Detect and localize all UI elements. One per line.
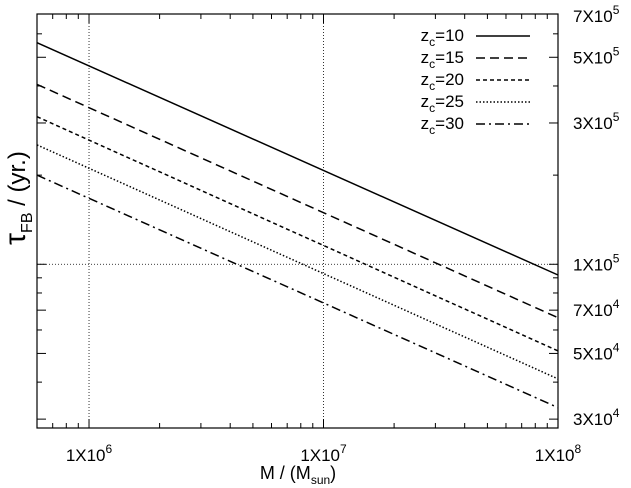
series-line-zc10	[36, 42, 559, 276]
y-tick-label: 5X105	[573, 44, 620, 67]
y-axis-title: τFB / (yr.)	[0, 151, 36, 245]
series-line-zc20	[36, 116, 559, 352]
y-tick-label: 3X104	[573, 406, 620, 429]
legend-label-zc20: zc=20	[421, 70, 464, 93]
series-line-zc25	[36, 144, 559, 380]
x-axis-title: M / (Msun)	[260, 463, 336, 487]
y-tick-label: 7X104	[573, 297, 620, 320]
series-line-zc30	[36, 174, 559, 409]
legend-label-zc25: zc=25	[421, 92, 464, 115]
x-axis-title-tail: )	[330, 463, 336, 483]
series-layer	[36, 42, 559, 409]
x-tick-label: 1X107	[300, 442, 347, 465]
y-axis-title-sym: τ	[0, 233, 32, 245]
y-tick-label: 1X105	[573, 251, 620, 274]
grid-layer	[37, 14, 558, 428]
legend-label-zc30: zc=30	[421, 114, 464, 137]
x-tick-label: 1X108	[535, 442, 582, 465]
y-tick-label: 5X104	[573, 340, 620, 363]
y-axis-title-sub: FB	[19, 213, 36, 233]
x-tick-label: 1X106	[66, 442, 113, 465]
legend-label-zc10: zc=10	[421, 26, 464, 49]
y-tick-label: 7X105	[573, 3, 620, 26]
plot-frame	[36, 13, 559, 429]
x-axis-title-base: M / (M	[260, 463, 311, 483]
y-axis-title-tail: / (yr.)	[4, 151, 31, 212]
y-tick-label: 3X105	[573, 110, 620, 133]
legend-label-zc15: zc=15	[421, 48, 464, 71]
x-axis-title-sub: sun	[311, 473, 330, 487]
tick-layer: 1X106 1X107 1X108 7X105 5X105 3X105 1X105 7X104…	[36, 3, 620, 465]
series-line-zc15	[36, 83, 559, 319]
